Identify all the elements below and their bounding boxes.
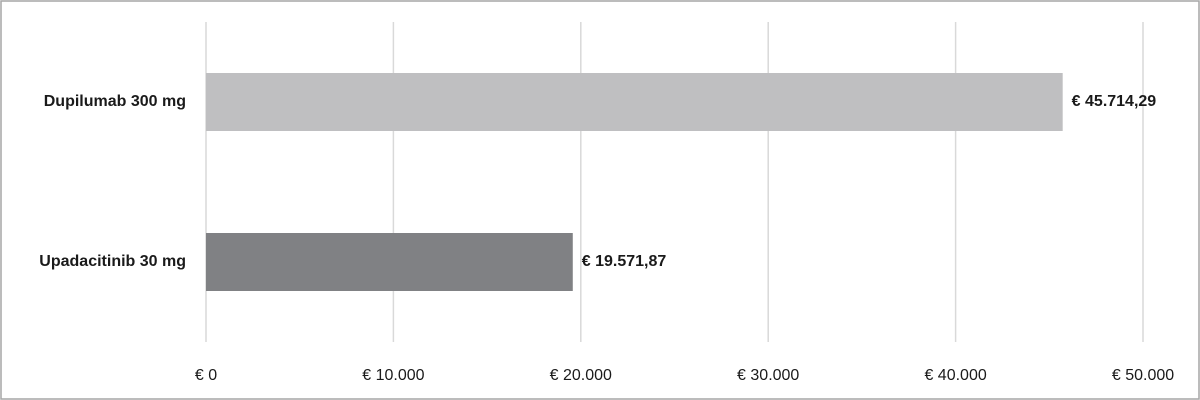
x-tick-label: € 30.000 (737, 367, 799, 384)
y-tick-label: Dupilumab 300 mg (44, 93, 186, 110)
x-tick-label: € 0 (195, 367, 217, 384)
x-tick-label: € 20.000 (550, 367, 612, 384)
y-tick-label: Upadacitinib 30 mg (39, 253, 186, 270)
x-tick-label: € 10.000 (362, 367, 424, 384)
value-label: € 45.714,29 (1072, 93, 1157, 110)
x-tick-label: € 50.000 (1112, 367, 1174, 384)
x-tick-label: € 40.000 (924, 367, 986, 384)
value-label: € 19.571,87 (582, 253, 667, 270)
bar (206, 233, 573, 291)
bar (206, 73, 1063, 131)
